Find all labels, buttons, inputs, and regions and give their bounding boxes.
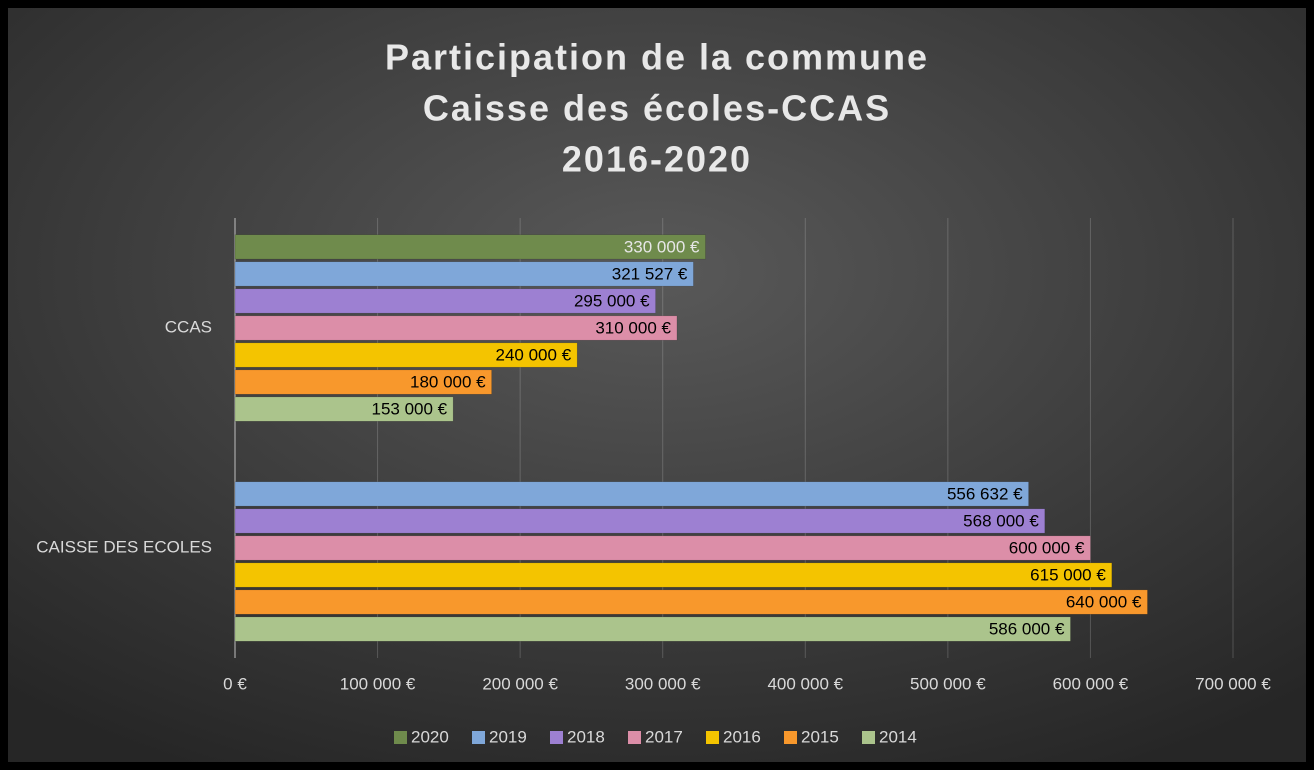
- data-label: 600 000 €: [1009, 538, 1085, 557]
- legend-label: 2017: [645, 727, 683, 746]
- y-tick-label: CAISSE DES ECOLES: [36, 537, 212, 556]
- x-tick-label: 400 000 €: [767, 674, 843, 693]
- bar: [234, 535, 1091, 561]
- data-label: 556 632 €: [947, 484, 1023, 503]
- bar: [234, 342, 578, 368]
- chart-title: Participation de la commune Caisse des éc…: [385, 37, 929, 180]
- data-label: 615 000 €: [1030, 566, 1106, 585]
- legend-swatch: [784, 731, 797, 744]
- bar: [234, 616, 1071, 642]
- x-tick-label: 300 000 €: [625, 674, 701, 693]
- legend-label: 2016: [723, 727, 761, 746]
- legend-swatch: [706, 731, 719, 744]
- bar: [234, 508, 1046, 534]
- chart-title-line: 2016-2020: [562, 139, 752, 180]
- data-label: 310 000 €: [595, 318, 671, 337]
- legend-label: 2020: [411, 727, 449, 746]
- bar: [234, 234, 706, 260]
- x-tick-label: 700 000 €: [1195, 674, 1271, 693]
- legend-swatch: [628, 731, 641, 744]
- y-tick-label: CCAS: [165, 317, 212, 336]
- data-label: 295 000 €: [574, 291, 650, 310]
- x-tick-label: 200 000 €: [482, 674, 558, 693]
- x-tick-label: 100 000 €: [340, 674, 416, 693]
- bar: [234, 589, 1148, 615]
- bar: [234, 288, 656, 314]
- chart-title-line: Caisse des écoles-CCAS: [423, 88, 891, 129]
- bar: [234, 369, 492, 395]
- data-label: 180 000 €: [410, 373, 486, 392]
- chart-title-line: Participation de la commune: [385, 37, 929, 78]
- data-label: 586 000 €: [989, 620, 1065, 639]
- x-tick-label: 0 €: [223, 674, 247, 693]
- legend-swatch: [394, 731, 407, 744]
- data-label: 640 000 €: [1066, 593, 1142, 612]
- x-tick-label: 600 000 €: [1053, 674, 1129, 693]
- data-label: 240 000 €: [496, 346, 572, 365]
- bar: [234, 396, 454, 422]
- bar: [234, 562, 1113, 588]
- x-tick-label: 500 000 €: [910, 674, 986, 693]
- legend-swatch: [472, 731, 485, 744]
- data-label: 153 000 €: [371, 400, 447, 419]
- legend-swatch: [862, 731, 875, 744]
- legend-swatch: [550, 731, 563, 744]
- data-label: 330 000 €: [624, 237, 700, 256]
- bar: [234, 481, 1029, 507]
- data-label: 321 527 €: [612, 264, 688, 283]
- legend-label: 2019: [489, 727, 527, 746]
- bar: [234, 315, 678, 341]
- legend-label: 2018: [567, 727, 605, 746]
- bar: [234, 261, 694, 287]
- data-label: 568 000 €: [963, 511, 1039, 530]
- legend-label: 2015: [801, 727, 839, 746]
- legend-label: 2014: [879, 727, 917, 746]
